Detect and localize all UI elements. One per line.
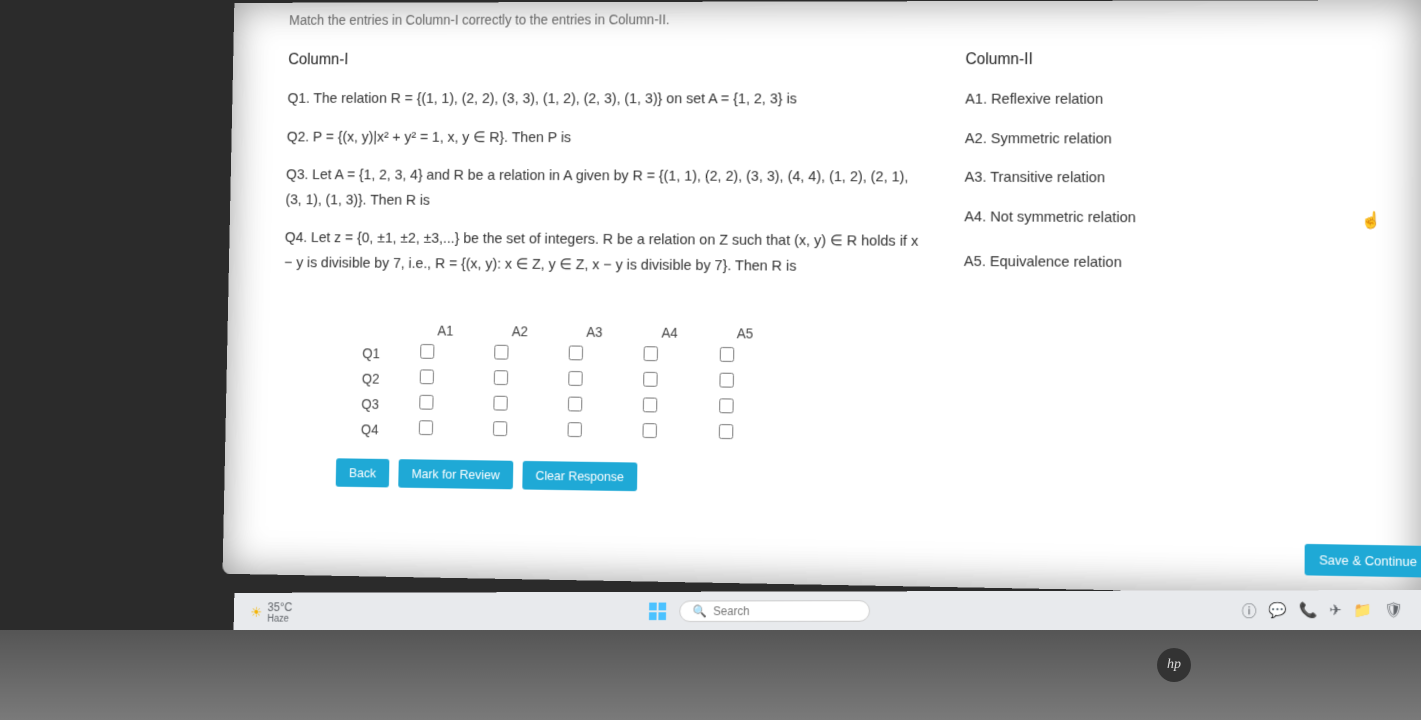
grid-row-q2: Q2: [362, 369, 770, 393]
checkbox-q1-a5[interactable]: [719, 347, 734, 362]
checkbox-q3-a3[interactable]: [568, 397, 582, 412]
match-columns: Column-I Q1. The relation R = {(1, 1), (…: [284, 46, 1381, 297]
checkbox-q4-a4[interactable]: [643, 423, 657, 438]
checkbox-q3-a4[interactable]: [643, 398, 657, 413]
checkbox-q1-a3[interactable]: [569, 346, 583, 361]
grid-header-row: A1 A2 A3 A4 A5: [363, 322, 771, 342]
action-button-row: Back Mark for Review Clear Response: [336, 458, 1381, 502]
tray-icon-1[interactable]: ⓘ: [1242, 600, 1257, 621]
search-icon: 🔍: [693, 604, 707, 618]
hp-logo-icon: hp: [1157, 648, 1191, 682]
q4-text: Q4. Let z = {0, ±1, ±2, ±3,...} be the s…: [284, 226, 925, 280]
grid-row-q3: Q3: [361, 394, 769, 419]
clear-response-button[interactable]: Clear Response: [522, 461, 637, 491]
column-2-heading: Column-II: [965, 46, 1381, 73]
weather-temp: 35°C: [267, 600, 292, 613]
checkbox-q3-a2[interactable]: [494, 396, 508, 411]
checkbox-q1-a2[interactable]: [494, 345, 508, 360]
windows-taskbar: ☀ 35°C Haze 🔍 ⓘ 💬 📞 ✈ 📁 🛡: [234, 590, 1421, 631]
grid-row-q4-label: Q4: [361, 420, 395, 440]
answer-grid: A1 A2 A3 A4 A5 Q1 Q2: [336, 316, 1380, 459]
back-button[interactable]: Back: [336, 458, 390, 487]
grid-col-a2: A2: [495, 323, 545, 339]
a1-text: A1. Reflexive relation: [965, 87, 1381, 113]
checkbox-q1-a4[interactable]: [644, 346, 658, 361]
column-1: Column-I Q1. The relation R = {(1, 1), (…: [284, 46, 927, 293]
checkbox-q4-a2[interactable]: [493, 421, 507, 436]
taskbar-tray: ⓘ 💬 📞 ✈ 📁 🛡: [1242, 600, 1403, 621]
grid-col-a5: A5: [720, 325, 771, 341]
q3-text: Q3. Let A = {1, 2, 3, 4} and R be a rela…: [285, 163, 926, 216]
checkbox-q2-a4[interactable]: [644, 372, 658, 387]
grid-row-q1: Q1: [362, 344, 770, 368]
tray-icon-3[interactable]: 📞: [1299, 601, 1318, 619]
grid-row-q3-label: Q3: [361, 394, 395, 414]
checkbox-q4-a1[interactable]: [419, 420, 433, 435]
checkbox-q4-a5[interactable]: [718, 424, 733, 439]
screen: Match the entries in Column-I correctly …: [0, 0, 1421, 720]
a2-text: A2. Symmetric relation: [965, 126, 1381, 152]
column-1-heading: Column-I: [288, 46, 927, 73]
quiz-window: Match the entries in Column-I correctly …: [223, 0, 1421, 596]
grid-col-a3: A3: [569, 324, 620, 340]
windows-start-icon[interactable]: [649, 603, 666, 621]
q1-text: Q1. The relation R = {(1, 1), (2, 2), (3…: [287, 87, 926, 113]
a3-text: A3. Transitive relation: [965, 165, 1382, 192]
grid-col-a4: A4: [644, 325, 695, 341]
column-2: Column-II A1. Reflexive relation A2. Sym…: [964, 46, 1381, 297]
checkbox-q2-a2[interactable]: [494, 370, 508, 385]
checkbox-q4-a3[interactable]: [568, 422, 582, 437]
instruction-text: Match the entries in Column-I correctly …: [289, 10, 1381, 28]
checkbox-q3-a5[interactable]: [719, 399, 734, 414]
tray-icon-6[interactable]: 🛡: [1384, 601, 1403, 619]
checkbox-q2-a3[interactable]: [569, 371, 583, 386]
grid-row-q1-label: Q1: [362, 344, 396, 364]
sun-icon: ☀: [250, 604, 262, 620]
answer-grid-table: A1 A2 A3 A4 A5 Q1 Q2: [336, 316, 795, 451]
a5-text: A5. Equivalence relation: [964, 249, 1381, 277]
mark-for-review-button[interactable]: Mark for Review: [398, 459, 513, 489]
taskbar-weather[interactable]: ☀ 35°C Haze: [250, 600, 292, 624]
tray-icon-4[interactable]: ✈: [1329, 601, 1342, 619]
laptop-bezel: [0, 630, 1421, 720]
hand-cursor-icon: ☝: [1361, 210, 1381, 230]
grid-row-q4: Q4: [361, 420, 770, 445]
checkbox-q3-a1[interactable]: [419, 395, 433, 410]
tray-icon-5[interactable]: 📁: [1354, 601, 1373, 619]
weather-text: 35°C Haze: [267, 600, 292, 624]
grid-col-a1: A1: [420, 323, 470, 339]
save-continue-button[interactable]: Save & Continue: [1305, 544, 1421, 578]
checkbox-q2-a5[interactable]: [719, 373, 734, 388]
a4-text: A4. Not symmetric relation: [964, 204, 1381, 232]
checkbox-q1-a1[interactable]: [420, 344, 434, 359]
tray-icon-2[interactable]: 💬: [1268, 601, 1287, 619]
taskbar-search-input[interactable]: [713, 604, 847, 618]
taskbar-search[interactable]: 🔍: [679, 600, 870, 622]
q2-text: Q2. P = {(x, y)|x² + y² = 1, x, y ∈ R}. …: [287, 125, 927, 151]
grid-row-q2-label: Q2: [362, 369, 396, 389]
weather-cond: Haze: [267, 613, 292, 624]
checkbox-q2-a1[interactable]: [420, 370, 434, 385]
